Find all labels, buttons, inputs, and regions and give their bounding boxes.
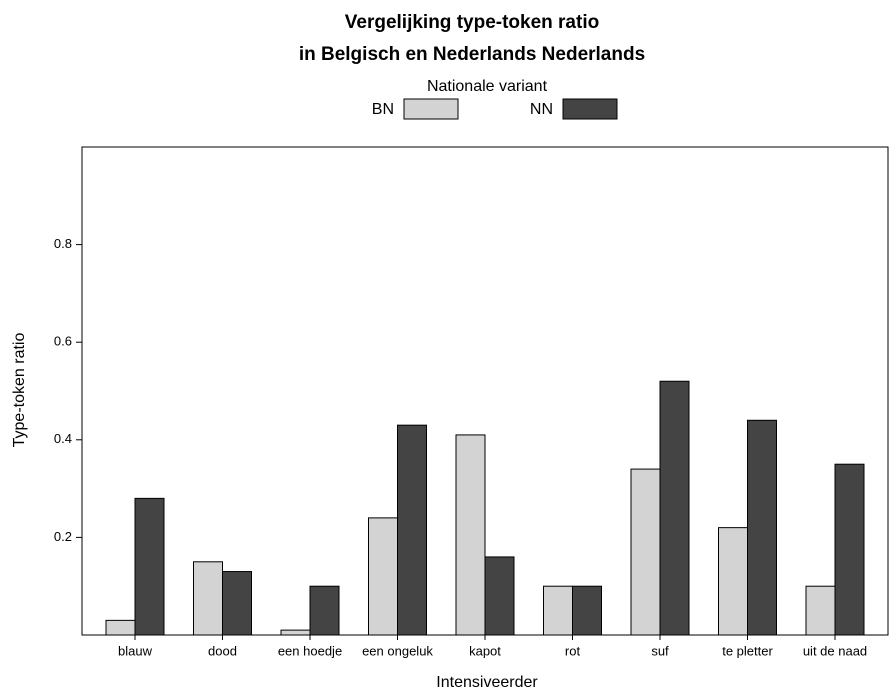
legend-swatch (403, 98, 459, 120)
bar (718, 527, 748, 636)
x-tick-label: kapot (469, 643, 501, 658)
legend-label: BN (372, 101, 394, 118)
bar (397, 424, 427, 636)
legend-title: Nationale variant (427, 78, 548, 95)
y-axis-label: Type-token ratio (11, 333, 28, 448)
bar (134, 497, 165, 636)
chart-title: Vergelijking type-token ratio (345, 12, 599, 33)
bar (484, 556, 515, 636)
bar (805, 585, 836, 636)
bar (572, 585, 602, 636)
bar (659, 380, 690, 636)
y-tick-label: 0.2 (54, 529, 72, 544)
bar (834, 463, 865, 636)
x-tick-label: een ongeluk (362, 643, 433, 658)
bar (747, 419, 777, 636)
x-tick-label: rot (565, 643, 581, 658)
bar (543, 585, 573, 636)
chart-title: in Belgisch en Nederlands Nederlands (299, 44, 645, 65)
bar (222, 571, 252, 636)
x-tick-label: te pletter (722, 643, 773, 658)
x-axis-label: Intensiveerder (436, 674, 538, 691)
y-tick-label: 0.4 (54, 431, 72, 446)
bar (455, 434, 486, 636)
legend-label: NN (530, 101, 553, 118)
x-tick-label: uit de naad (803, 643, 867, 658)
bar (630, 468, 661, 636)
x-tick-label: blauw (118, 643, 153, 658)
bar (368, 517, 398, 636)
y-tick-label: 0.8 (54, 236, 72, 251)
x-tick-label: een hoedje (278, 643, 342, 658)
bar (280, 629, 311, 636)
bar (193, 561, 223, 636)
x-tick-label: suf (651, 643, 669, 658)
bar (105, 619, 136, 636)
legend-swatch (562, 98, 618, 120)
y-tick-label: 0.6 (54, 334, 72, 349)
x-tick-label: dood (208, 643, 237, 658)
bar (309, 585, 340, 636)
